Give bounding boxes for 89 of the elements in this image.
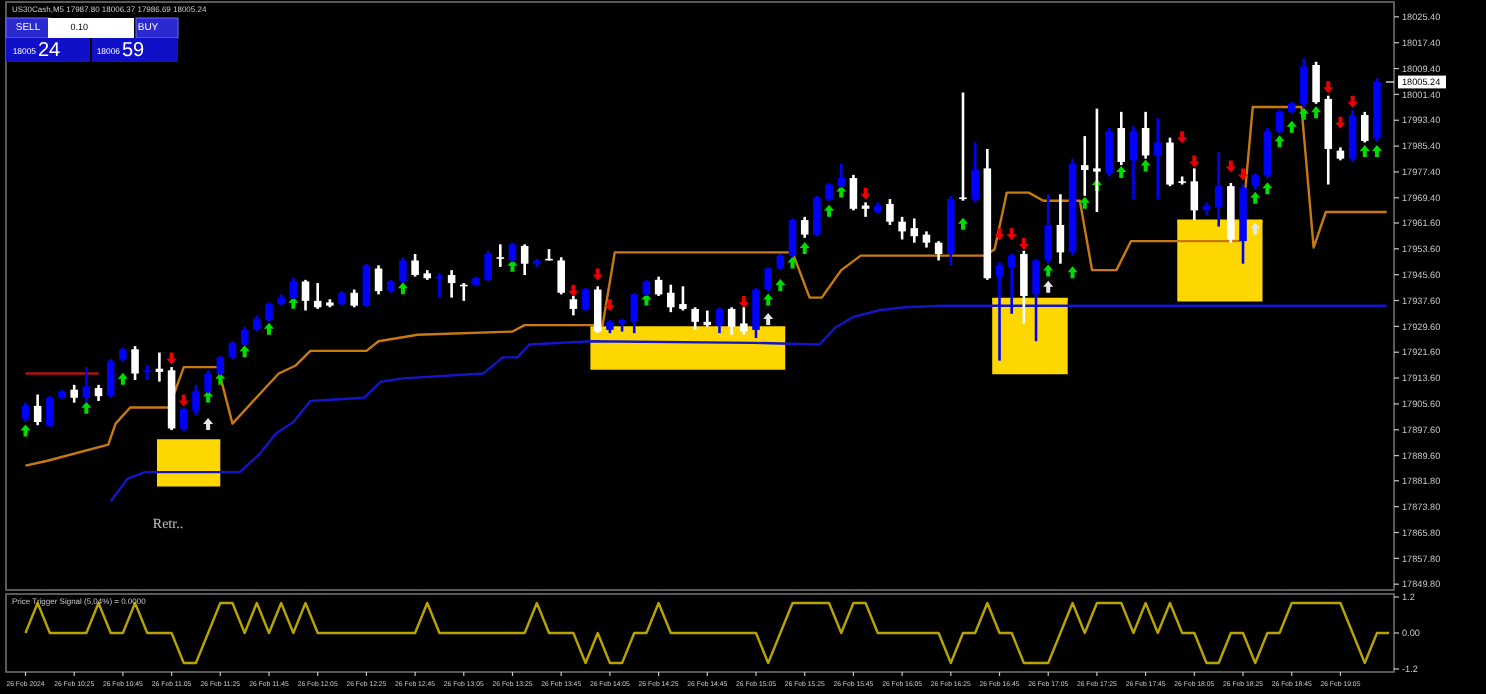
annotation: 24 — [38, 40, 62, 62]
candlestick — [752, 286, 760, 340]
candlestick — [1007, 252, 1016, 316]
candlestick — [1154, 117, 1162, 201]
point — [263, 322, 274, 335]
point — [397, 282, 408, 295]
candlestick — [520, 243, 529, 277]
candlestick — [898, 215, 906, 241]
point — [81, 401, 92, 414]
candlestick — [1020, 249, 1028, 325]
point — [763, 313, 774, 325]
candlestick — [593, 285, 602, 335]
candlestick — [106, 357, 115, 400]
candlestick — [1312, 60, 1320, 106]
candlestick — [1263, 126, 1272, 180]
candlestick — [1141, 110, 1150, 160]
candlestick — [301, 278, 310, 312]
candlestick — [800, 215, 809, 240]
point — [1043, 280, 1054, 293]
candlestick — [411, 252, 419, 278]
point — [203, 418, 214, 430]
point — [20, 424, 31, 437]
candlestick — [1190, 167, 1199, 222]
candlestick — [21, 401, 30, 424]
candlestick — [447, 268, 456, 299]
candlestick — [813, 194, 821, 238]
annotation: 59 — [122, 40, 146, 62]
candlestick — [995, 260, 1004, 362]
candlestick — [1166, 136, 1174, 188]
point — [1250, 222, 1261, 235]
candlestick — [1117, 110, 1126, 167]
point — [787, 256, 798, 269]
candlestick — [971, 141, 979, 204]
point — [1116, 166, 1127, 178]
point — [1079, 196, 1090, 209]
candlestick — [1032, 257, 1040, 343]
candlestick — [1361, 110, 1369, 144]
point — [1250, 191, 1261, 204]
point — [1140, 159, 1151, 172]
point — [239, 345, 250, 358]
candlestick — [934, 239, 943, 262]
candlestick — [679, 285, 687, 312]
candlestick — [886, 197, 894, 227]
line-series — [109, 304, 1388, 503]
point — [1298, 107, 1309, 120]
candlestick — [1056, 192, 1065, 265]
candlestick — [764, 265, 772, 293]
point — [1262, 182, 1273, 195]
candlestick — [1044, 192, 1052, 265]
candlestick — [1348, 108, 1357, 164]
point — [1371, 145, 1382, 157]
candlestick — [131, 344, 139, 382]
point — [117, 372, 128, 385]
candlestick — [484, 249, 492, 283]
point — [957, 217, 968, 230]
point — [1311, 106, 1322, 119]
candlestick — [557, 255, 565, 296]
point — [799, 241, 810, 254]
candlestick — [362, 262, 371, 309]
candlestick — [581, 286, 590, 312]
point — [763, 293, 774, 306]
candlestick — [1214, 150, 1223, 228]
candlestick — [727, 306, 736, 337]
candlestick — [143, 364, 152, 382]
candlestick — [1105, 126, 1113, 178]
candlestick — [959, 91, 967, 202]
candlestick — [910, 217, 919, 244]
point — [1067, 266, 1078, 279]
point — [1286, 120, 1297, 133]
point — [1274, 135, 1285, 148]
candlestick — [630, 291, 639, 335]
point — [641, 293, 652, 306]
candlestick — [192, 383, 200, 417]
candlestick — [849, 173, 858, 212]
candlestick — [667, 283, 675, 314]
candlestick — [33, 393, 42, 427]
point — [1043, 264, 1054, 277]
candlestick — [691, 306, 699, 332]
line-series — [24, 105, 1388, 467]
candlestick — [496, 243, 505, 269]
point — [775, 279, 786, 292]
candlestick — [179, 406, 188, 433]
candlestick — [374, 264, 383, 296]
candlestick — [46, 394, 54, 429]
candlestick — [1129, 125, 1138, 201]
candlestick — [1275, 108, 1284, 135]
point — [1359, 145, 1370, 157]
point — [824, 204, 835, 217]
candlestick — [715, 306, 724, 335]
